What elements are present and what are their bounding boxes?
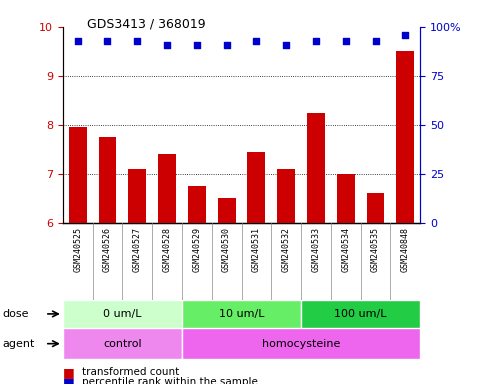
Text: GSM240526: GSM240526	[103, 227, 112, 271]
Text: GSM240532: GSM240532	[282, 227, 291, 271]
Text: 10 um/L: 10 um/L	[219, 309, 264, 319]
Text: 100 um/L: 100 um/L	[334, 309, 387, 319]
Bar	[301, 300, 420, 328]
Text: ■: ■	[63, 376, 74, 384]
Bar	[277, 169, 295, 223]
Text: ■: ■	[63, 366, 74, 379]
Text: GSM240530: GSM240530	[222, 227, 231, 271]
Bar	[337, 174, 355, 223]
Bar	[188, 186, 206, 223]
Bar	[158, 154, 176, 223]
Bar	[307, 113, 325, 223]
Text: 0 um/L: 0 um/L	[103, 309, 142, 319]
Text: GSM240528: GSM240528	[163, 227, 171, 271]
Bar	[247, 152, 265, 223]
Point	[312, 38, 320, 44]
Bar	[397, 51, 414, 223]
Text: GSM240531: GSM240531	[252, 227, 261, 271]
Point	[282, 41, 290, 48]
Bar	[63, 300, 182, 328]
Point	[133, 38, 141, 44]
Text: GSM240527: GSM240527	[133, 227, 142, 271]
Text: agent: agent	[2, 339, 35, 349]
Point	[372, 38, 380, 44]
Point	[253, 38, 260, 44]
Text: control: control	[103, 339, 142, 349]
Bar	[128, 169, 146, 223]
Text: homocysteine: homocysteine	[262, 339, 340, 349]
Text: GSM240848: GSM240848	[401, 227, 410, 271]
Bar	[367, 194, 384, 223]
Point	[163, 41, 171, 48]
Bar	[182, 328, 420, 359]
Bar	[218, 198, 236, 223]
Text: GSM240529: GSM240529	[192, 227, 201, 271]
Bar	[69, 127, 86, 223]
Point	[74, 38, 82, 44]
Bar	[63, 328, 182, 359]
Point	[104, 38, 112, 44]
Point	[223, 41, 230, 48]
Text: GDS3413 / 368019: GDS3413 / 368019	[87, 17, 206, 30]
Text: dose: dose	[2, 309, 29, 319]
Point	[193, 41, 201, 48]
Point	[401, 31, 409, 38]
Text: GSM240533: GSM240533	[312, 227, 320, 271]
Text: GSM240535: GSM240535	[371, 227, 380, 271]
Bar	[182, 300, 301, 328]
Point	[342, 38, 350, 44]
Text: percentile rank within the sample: percentile rank within the sample	[82, 377, 258, 384]
Text: transformed count: transformed count	[82, 367, 179, 377]
Text: GSM240534: GSM240534	[341, 227, 350, 271]
Text: GSM240525: GSM240525	[73, 227, 82, 271]
Bar	[99, 137, 116, 223]
